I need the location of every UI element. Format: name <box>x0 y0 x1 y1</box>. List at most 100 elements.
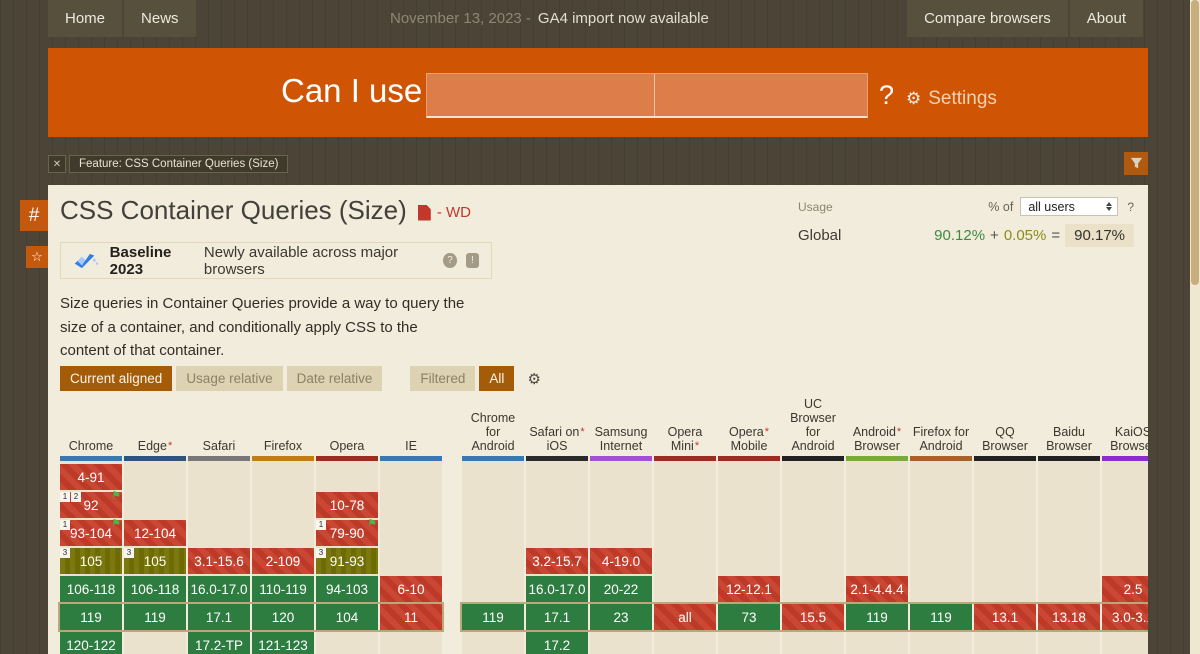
support-cell-samsung-internet[interactable]: 20-22 <box>590 576 652 602</box>
site-logo[interactable]: Can I use <box>281 72 423 109</box>
support-cell-qq-browser[interactable]: 13.1 <box>974 604 1036 630</box>
support-cell-firefox[interactable]: 2-109 <box>252 548 314 574</box>
note-badge[interactable]: 3 <box>124 548 134 558</box>
spec-document-icon[interactable] <box>417 204 431 221</box>
support-cell-safari-on-ios[interactable]: 3.2-15.7 <box>526 548 588 574</box>
usage-help-link[interactable]: ? <box>1127 199 1134 214</box>
search-input-primary[interactable] <box>427 74 654 116</box>
browser-column-header-firefox-for-android[interactable]: Firefox for Android <box>912 425 970 453</box>
support-cell-kaios-browser[interactable]: 2.5 <box>1102 576 1148 602</box>
nav-home[interactable]: Home <box>48 0 123 37</box>
browser-column-header-samsung-internet[interactable]: Samsung Internet <box>594 425 648 453</box>
support-cell-ie[interactable]: 11 <box>380 604 442 630</box>
support-cell-firefox[interactable]: 121-123 <box>252 632 314 654</box>
support-cell-opera-mini[interactable]: all <box>654 604 716 630</box>
search-help-link[interactable]: ? <box>879 80 895 110</box>
baseline-help-icon[interactable]: ? <box>443 253 457 268</box>
support-cell-chrome[interactable]: 105 3 <box>60 548 122 574</box>
support-cell-opera[interactable]: 79-90 1 ⚑ <box>316 518 378 546</box>
support-cell-opera-mobile[interactable]: 12-12.1 <box>718 576 780 602</box>
announcement[interactable]: November 13, 2023 - GA4 import now avail… <box>390 0 709 37</box>
support-cell-kaios-browser[interactable]: 3.0-3.1 <box>1102 604 1148 630</box>
support-cell-edge[interactable]: 119 <box>124 604 186 630</box>
support-cell-safari[interactable]: 17.2-TP <box>188 632 250 654</box>
support-cell-opera[interactable]: 94-103 <box>316 576 378 602</box>
scrollbar-thumb[interactable] <box>1191 0 1199 285</box>
support-cell-opera-mobile[interactable]: 73 <box>718 604 780 630</box>
browser-column-header-opera[interactable]: Opera <box>329 439 365 453</box>
support-cell-samsung-internet[interactable]: 23 <box>590 604 652 630</box>
browser-column-header-android-browser[interactable]: Android* Browser <box>852 425 902 453</box>
support-cell-chrome[interactable]: 93-104 1 ⚑ <box>60 518 122 546</box>
browser-column-header-opera-mini[interactable]: Opera Mini* <box>667 425 703 453</box>
browser-column-header-baidu-browser[interactable]: Baidu Browser <box>1046 425 1092 453</box>
browser-column-header-edge[interactable]: Edge* <box>137 439 173 453</box>
browser-column-header-uc-browser-for-android[interactable]: UC Browser for Android <box>790 397 836 453</box>
support-cell-firefox-for-android[interactable]: 119 <box>910 604 972 630</box>
scrollbar-track[interactable] <box>1190 0 1200 654</box>
support-cell-safari[interactable]: 3.1-15.6 <box>188 548 250 574</box>
support-cell-firefox[interactable]: 110-119 <box>252 576 314 602</box>
support-cell-edge[interactable]: 12-104 <box>124 520 186 546</box>
support-cell-chrome[interactable]: 92 1 2 ⚑ <box>60 490 122 518</box>
browser-column-header-ie[interactable]: IE <box>405 439 417 453</box>
support-cell-safari[interactable]: 17.1 <box>188 604 250 630</box>
browser-column-header-chrome-for-android[interactable]: Chrome for Android <box>470 411 516 453</box>
flag-icon[interactable]: ⚑ <box>111 518 121 530</box>
support-cell-chrome[interactable]: 106-118 <box>60 576 122 602</box>
support-cell-opera[interactable]: 10-78 <box>316 492 378 518</box>
support-cell-baidu-browser[interactable]: 13.18 <box>1038 604 1100 630</box>
browser-column-header-opera-mobile[interactable]: Opera* Mobile <box>728 425 770 453</box>
support-cell-safari-on-ios[interactable]: 16.0-17.0 <box>526 576 588 602</box>
note-badge[interactable]: 1 <box>60 492 70 502</box>
support-cell-ie[interactable]: 6-10 <box>380 576 442 602</box>
browser-column-header-chrome[interactable]: Chrome <box>68 439 114 453</box>
filter-button[interactable] <box>1124 152 1148 175</box>
note-badge[interactable]: 1 <box>316 520 326 530</box>
support-cell-android-browser[interactable]: 119 <box>846 604 908 630</box>
support-cell-chrome-for-android[interactable]: 119 <box>462 604 524 630</box>
table-settings-gear-icon[interactable]: ⚙ <box>527 370 541 388</box>
browser-column-header-firefox[interactable]: Firefox <box>263 439 303 453</box>
spec-status-badge[interactable]: - WD <box>436 204 471 221</box>
nav-compare-browsers[interactable]: Compare browsers <box>907 0 1068 37</box>
nav-about[interactable]: About <box>1069 0 1143 37</box>
support-cell-uc-browser-for-android[interactable]: 15.5 <box>782 604 844 630</box>
view-button-filtered[interactable]: Filtered <box>410 366 476 391</box>
usage-source-select[interactable]: all users <box>1020 197 1119 216</box>
note-badge[interactable]: 3 <box>316 548 326 558</box>
view-button-usage-relative[interactable]: Usage relative <box>176 366 283 391</box>
note-badge[interactable]: 1 <box>60 520 70 530</box>
feature-tag-close-button[interactable]: ✕ <box>48 155 66 173</box>
browser-column-header-qq-browser[interactable]: QQ Browser <box>982 425 1028 453</box>
browser-column-header-safari-on-ios[interactable]: Safari on* iOS <box>529 425 585 453</box>
support-cell-chrome[interactable]: 119 <box>60 604 122 630</box>
support-cell-samsung-internet[interactable]: 4-19.0 <box>590 548 652 574</box>
baseline-feedback-icon[interactable]: ! <box>465 253 479 268</box>
favorite-star-button[interactable]: ☆ <box>26 246 48 268</box>
support-cell-edge[interactable]: 106-118 <box>124 576 186 602</box>
support-cell-chrome[interactable]: 120-122 <box>60 632 122 654</box>
search-input-secondary[interactable] <box>654 74 882 116</box>
settings-button[interactable]: ⚙ Settings <box>906 88 997 110</box>
support-cell-android-browser[interactable]: 2.1-4.4.4 <box>846 576 908 602</box>
view-button-all[interactable]: All <box>479 366 515 391</box>
browser-column-header-safari[interactable]: Safari <box>202 439 236 453</box>
support-cell-firefox[interactable]: 120 <box>252 604 314 630</box>
support-cell-edge[interactable]: 105 3 <box>124 548 186 574</box>
support-cell-chrome[interactable]: 4-91 <box>60 464 122 490</box>
support-cell-safari-on-ios[interactable]: 17.2 <box>526 632 588 654</box>
permalink-hash-button[interactable]: # <box>20 200 48 231</box>
note-badge[interactable]: 3 <box>60 548 70 558</box>
support-cell-safari-on-ios[interactable]: 17.1 <box>526 604 588 630</box>
browser-column-header-kaios-browser[interactable]: KaiOSBrowser <box>1110 425 1148 453</box>
support-cell-opera[interactable]: 104 <box>316 604 378 630</box>
flag-icon[interactable]: ⚑ <box>111 490 121 502</box>
support-cell-safari[interactable]: 16.0-17.0 <box>188 576 250 602</box>
view-button-current-aligned[interactable]: Current aligned <box>60 366 173 391</box>
note-badge[interactable]: 2 <box>71 492 81 502</box>
view-button-date-relative[interactable]: Date relative <box>286 366 383 391</box>
flag-icon[interactable]: ⚑ <box>367 518 377 530</box>
support-cell-opera[interactable]: 91-93 3 <box>316 548 378 574</box>
nav-news[interactable]: News <box>124 0 196 37</box>
